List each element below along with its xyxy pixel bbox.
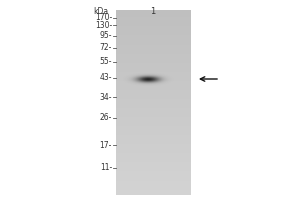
Text: 55-: 55-	[100, 58, 112, 66]
Text: 11-: 11-	[100, 164, 112, 172]
Text: 170-: 170-	[95, 14, 112, 22]
Text: 130-: 130-	[95, 21, 112, 29]
Text: 34-: 34-	[100, 92, 112, 102]
Text: 26-: 26-	[100, 114, 112, 122]
Text: 72-: 72-	[100, 44, 112, 52]
Text: 1: 1	[150, 7, 156, 16]
Text: 17-: 17-	[100, 140, 112, 150]
Text: kDa: kDa	[93, 7, 108, 16]
Text: 43-: 43-	[100, 73, 112, 82]
Text: 95-: 95-	[100, 31, 112, 40]
